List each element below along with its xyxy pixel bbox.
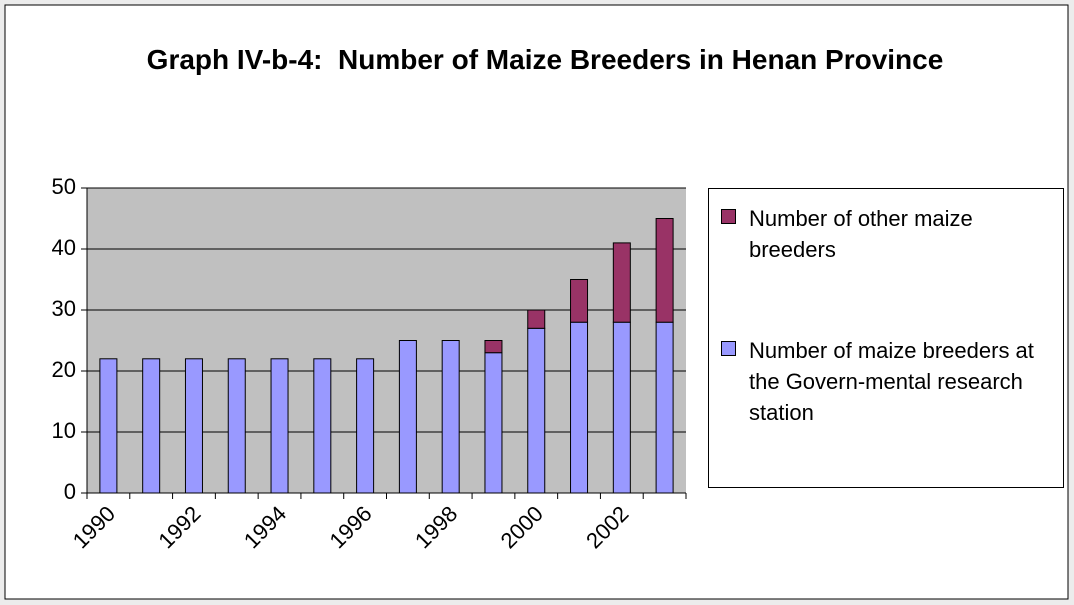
legend-label: Number of maize breeders at the Govern-m…: [749, 338, 1034, 425]
bar-segment: [398, 340, 417, 494]
bar-segment: [527, 309, 546, 329]
y-tick-label: 0: [64, 479, 76, 504]
legend-label: Number of other maize breeders: [749, 206, 973, 262]
bar-segment: [356, 358, 375, 494]
bar-segment: [655, 321, 674, 494]
legend-swatch: [721, 209, 736, 224]
y-tick-label: 20: [52, 357, 76, 382]
y-tick-label: 50: [52, 174, 76, 199]
y-tick-label: 30: [52, 296, 76, 321]
bar-segment: [655, 218, 674, 323]
legend: Number of other maize breeders Number of …: [708, 188, 1064, 488]
bar-segment: [184, 358, 203, 494]
bar-segment: [570, 279, 589, 323]
bar-segment: [527, 327, 546, 494]
y-tick-label: 10: [52, 418, 76, 443]
bar-segment: [313, 358, 332, 494]
bar-segment: [612, 242, 631, 323]
bar-segment: [484, 340, 503, 354]
bar-segment: [612, 321, 631, 494]
bar-segment: [441, 340, 460, 494]
legend-swatch: [721, 341, 736, 356]
y-tick-label: 40: [52, 235, 76, 260]
plot-area: [87, 188, 686, 493]
bar-segment: [270, 358, 289, 494]
chart-title: Graph IV-b-4: Number of Maize Breeders i…: [146, 44, 944, 75]
bar-segment: [227, 358, 246, 494]
bar-segment: [142, 358, 161, 494]
bar-segment: [484, 352, 503, 494]
bar-segment: [99, 358, 118, 494]
bar-segment: [570, 321, 589, 494]
